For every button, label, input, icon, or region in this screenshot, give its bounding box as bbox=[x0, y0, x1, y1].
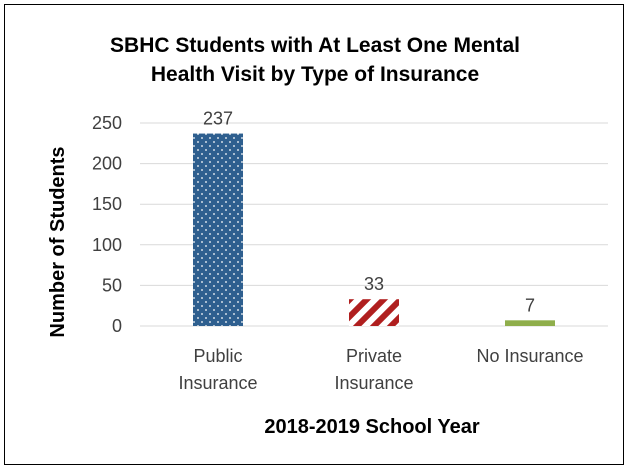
bar-private-insurance bbox=[349, 299, 399, 326]
chart-title-line2: Health Visit by Type of Insurance bbox=[151, 63, 479, 86]
data-labels: 237 33 7 bbox=[203, 109, 535, 316]
y-axis-title: Number of Students bbox=[47, 146, 69, 337]
bars bbox=[193, 133, 555, 326]
category-label: No Insurance bbox=[476, 346, 583, 366]
bar-no-insurance bbox=[505, 320, 555, 326]
y-tick-label: 150 bbox=[92, 194, 122, 214]
category-label: Private bbox=[346, 346, 402, 366]
category-label: Insurance bbox=[334, 373, 413, 393]
data-label: 237 bbox=[203, 109, 233, 129]
data-label: 33 bbox=[364, 274, 384, 294]
y-tick-labels: 0 50 100 150 200 250 bbox=[92, 113, 122, 336]
chart-frame bbox=[4, 4, 624, 465]
y-tick-label: 250 bbox=[92, 113, 122, 133]
y-tick-label: 200 bbox=[92, 154, 122, 174]
category-label: Insurance bbox=[178, 373, 257, 393]
bar-public-insurance bbox=[193, 133, 243, 326]
chart-title-line1: SBHC Students with At Least One Mental bbox=[110, 34, 520, 57]
y-tick-label: 100 bbox=[92, 235, 122, 255]
category-labels: Public Insurance Private Insurance No Insura… bbox=[178, 346, 583, 393]
y-tick-label: 0 bbox=[112, 316, 122, 336]
data-label: 7 bbox=[525, 295, 535, 315]
category-label: Public bbox=[193, 346, 242, 366]
y-tick-label: 50 bbox=[102, 275, 122, 295]
x-axis-title: 2018-2019 School Year bbox=[264, 416, 480, 438]
